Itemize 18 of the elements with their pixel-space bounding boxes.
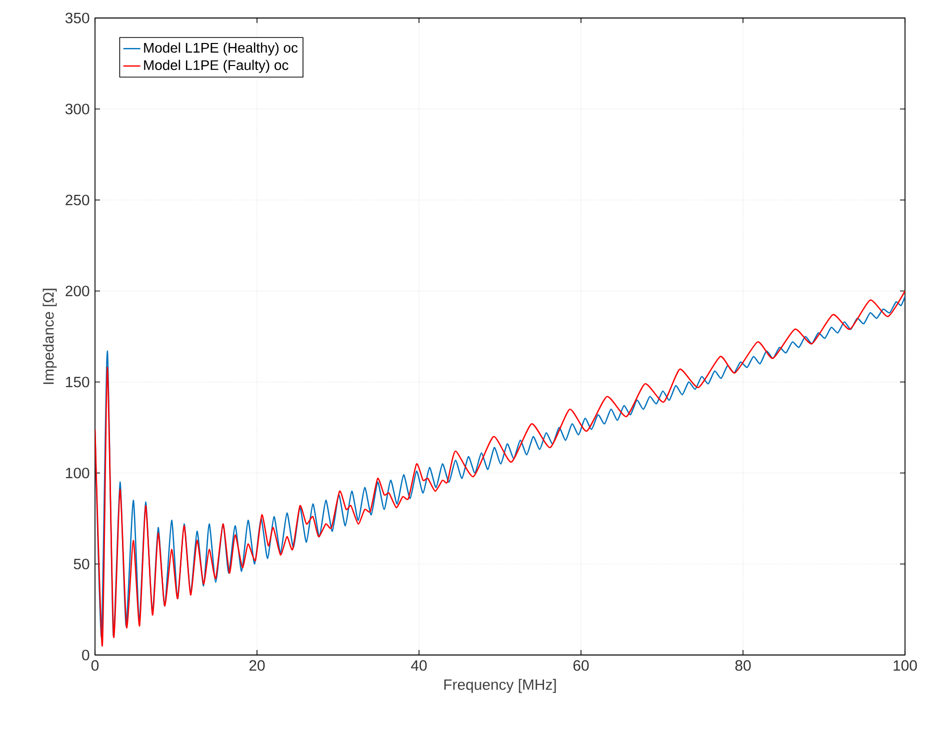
x-tick-label: 0	[91, 660, 99, 671]
y-tick-label: 200	[66, 286, 90, 296]
legend-label: Model L1PE (Healthy) oc	[144, 42, 298, 56]
y-axis-title: Impedance [Ω]	[42, 288, 57, 384]
y-tick-label: 0	[82, 650, 90, 660]
x-tick-label: 20	[249, 660, 265, 671]
x-tick-label: 100	[894, 660, 917, 671]
y-tick-label: 350	[65, 12, 90, 24]
y-tick-label: 300	[65, 104, 90, 114]
x-axis-title: Frequency [MHz]	[444, 678, 556, 693]
y-tick-label: 250	[66, 194, 90, 206]
x-tick-label: 80	[735, 660, 751, 671]
legend-label: Model L1PE (Faulty) oc	[144, 60, 288, 73]
x-tick-label: 40	[411, 660, 427, 671]
y-tick-label: 150	[66, 376, 90, 388]
y-tick-label: 50	[74, 558, 90, 570]
x-tick-label: 60	[573, 660, 589, 671]
y-tick-label: 100	[66, 468, 90, 478]
